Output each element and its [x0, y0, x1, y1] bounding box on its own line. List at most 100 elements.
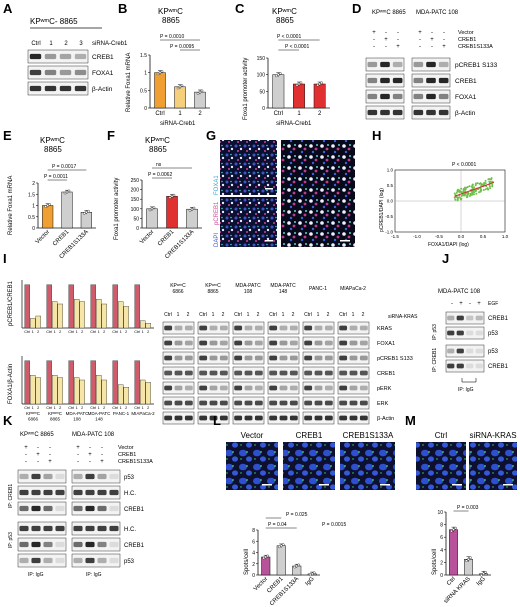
cond-sign: - [385, 44, 387, 50]
blot-band [209, 415, 218, 421]
bar [174, 86, 186, 109]
blot-label: CREB1 [124, 507, 145, 513]
x-tick-label: -1.0 [413, 234, 421, 239]
bar [24, 284, 30, 329]
panel-label-f: F [107, 128, 115, 143]
blot-band [339, 385, 348, 391]
bar [79, 379, 85, 405]
blot-band [219, 340, 228, 346]
pla-image-ctrl [416, 442, 466, 490]
blot-strip [71, 537, 121, 552]
blot-band [31, 489, 41, 496]
bar [123, 306, 129, 329]
scatter-point [464, 188, 467, 191]
blot-strip [162, 321, 195, 335]
blot-label: p53 [488, 331, 499, 337]
group-label: 8865 [50, 417, 61, 422]
x-tick-label: Ctrl [134, 406, 140, 410]
bar [140, 320, 146, 329]
blot-label: ERK [377, 401, 389, 407]
blot-band [438, 77, 449, 84]
blot-strip [267, 351, 300, 365]
x-tick-label: Ctrl [90, 406, 96, 410]
blot-band [324, 355, 333, 361]
data-point [277, 73, 280, 76]
blot-strip [71, 553, 121, 568]
blot-label: β-Actin [455, 110, 476, 117]
panel-k-igg-1: IP: IgG [28, 572, 44, 578]
blot-band [55, 541, 65, 548]
panel-a-sirna: siRNA-Creb1 [92, 41, 128, 47]
bar [134, 360, 140, 405]
x-tick-label: Ctrl [446, 576, 457, 587]
cond-sign: - [89, 445, 91, 451]
blot-strip [302, 321, 335, 335]
blot-band [31, 505, 41, 512]
x-tick-label: 2 [318, 111, 322, 117]
x-tick-label: 1 [76, 406, 78, 410]
blot-band [74, 69, 87, 76]
blot-label: CREB1 [92, 54, 114, 61]
y-tick-label: 0.5 [140, 88, 147, 94]
blot-strip [445, 311, 485, 325]
pla-image-creb1 [283, 442, 335, 490]
blot-band [43, 525, 53, 532]
data-point [465, 559, 468, 563]
bar [123, 387, 129, 405]
data-point [170, 195, 174, 198]
bar [35, 377, 41, 405]
panel-b-p2: P = 0.0095 [170, 44, 194, 50]
blot-label: CREB1 [124, 543, 145, 549]
scatter-point [470, 190, 473, 193]
blot-band [109, 473, 119, 480]
blot-band [349, 400, 358, 406]
image-header: siRNA-KRAS [469, 431, 516, 440]
egf-sign: + [459, 301, 463, 307]
x-tick-label: Ctrl [24, 330, 30, 334]
blot-band [29, 53, 42, 60]
lane-label: 1 [247, 312, 250, 318]
blot-strip [197, 381, 230, 395]
y-tick-label: 0.0 [387, 199, 394, 204]
bar [57, 303, 63, 329]
lane-label: 1 [317, 312, 320, 318]
panel-c-xsub: siRNA-Creb1 [276, 121, 312, 127]
blot-band [97, 489, 107, 496]
scatter-point [476, 182, 479, 185]
blot-band [426, 61, 436, 68]
blot-band [184, 415, 193, 421]
blot-strip [445, 359, 485, 373]
panel-j-ip2: IP: CREB1 [432, 348, 438, 372]
blot-band [392, 93, 403, 100]
blot-header: PANC-1 [309, 286, 327, 292]
panel-f: F KPʷᵐC 8865 ns P = 0.0062 Foxa1 promote… [107, 128, 202, 260]
data-point [281, 543, 285, 546]
image-header: Vector [241, 431, 264, 440]
blot-strip [17, 485, 67, 500]
blot-band [289, 385, 298, 391]
blot-band [19, 489, 29, 496]
blot-band [289, 370, 298, 376]
scatter-point [473, 186, 476, 189]
blot-band [109, 557, 119, 564]
blot-strip [71, 485, 121, 500]
blot-band [234, 325, 243, 331]
scatter-point [489, 181, 492, 184]
bar [101, 303, 107, 329]
blot-band [304, 340, 313, 346]
panel-f-ylabel: Foxa1 promoter activity [114, 178, 120, 240]
panel-j-egf: EGF [488, 301, 498, 307]
blot-label: p53 [124, 559, 135, 565]
data-point [452, 528, 455, 531]
bar [57, 377, 63, 405]
blot-band [254, 325, 263, 331]
blot-header: 6866 [172, 289, 183, 295]
blot-band [289, 400, 298, 406]
scatter-point [483, 181, 486, 184]
data-point [454, 526, 457, 530]
bar [96, 375, 102, 405]
scatter-point [466, 194, 469, 197]
cond-sign: - [431, 44, 433, 50]
blot-band [456, 315, 464, 321]
blot-label: FOXA1 [455, 94, 477, 101]
